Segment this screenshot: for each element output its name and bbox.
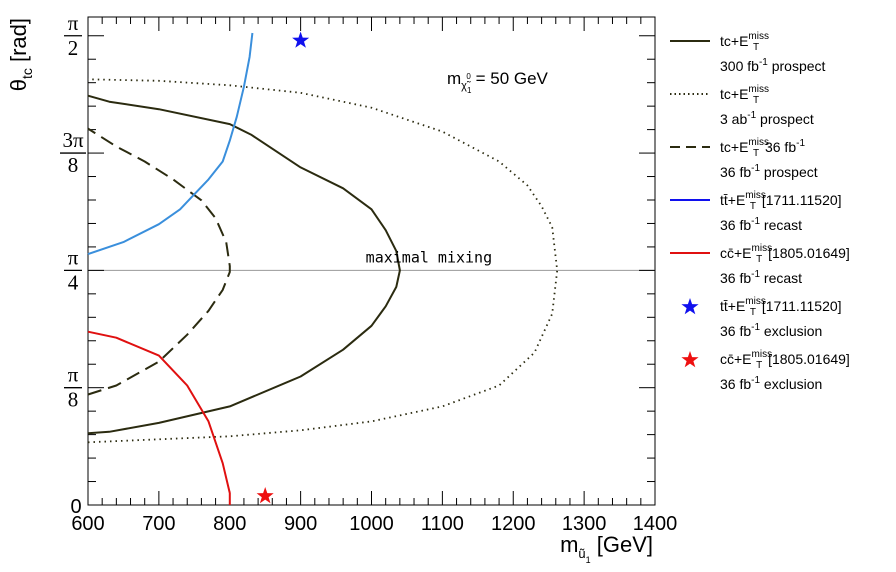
legend-line2: 36 fb-1 exclusion (720, 375, 822, 392)
legend-star-symbol (681, 298, 699, 315)
y-tick-label: π2 (64, 11, 82, 60)
series-line-4 (87, 330, 231, 505)
x-axis-title: mũ1 [GeV] (560, 532, 653, 565)
y-tick-label: 3π8 (60, 128, 86, 177)
x-tick-label: 1400 (633, 513, 678, 535)
legend-line1: cc̄+Emiss T [1805.01649] (720, 243, 850, 265)
exclusion-star-1 (256, 487, 274, 504)
exclusion-star-0 (292, 31, 310, 48)
y-tick-label: π4 (64, 245, 82, 294)
legend-line1: tt̄+Emiss T [1711.11520] (720, 190, 842, 212)
series-line-3 (87, 32, 254, 256)
legend-star-symbol (681, 351, 699, 368)
legend-entry-0: tc+Emiss T 300 fb-1 prospect (670, 31, 826, 74)
x-tick-label: 700 (142, 513, 175, 535)
plot-area: 600 700 800 900 1000 1100 1200 1300 14000π8π43π8… (6, 11, 677, 565)
y-tick-numerator: 3π (62, 128, 84, 152)
y-tick-label: π8 (64, 363, 82, 412)
legend-entry-6: cc̄+Emiss T [1805.01649] 36 fb-1 exclusion (681, 349, 850, 392)
y-tick-denominator: 2 (68, 36, 79, 60)
legend-line1: cc̄+Emiss T [1805.01649] (720, 349, 850, 371)
legend-line1: tt̄+Emiss T [1711.11520] (720, 296, 842, 318)
legend-line2: 300 fb-1 prospect (720, 57, 826, 74)
y-tick-denominator: 4 (68, 270, 79, 294)
legend-line2: 36 fb-1 prospect (720, 163, 818, 180)
y-tick-numerator: π (68, 11, 79, 35)
y-tick-denominator: 8 (68, 388, 79, 412)
series-line-2 (87, 127, 231, 396)
legend-entry-2: tc+Emiss T 36 fb-1 36 fb-1 prospect (670, 137, 818, 180)
x-tick-label: 1000 (349, 513, 394, 535)
y-tick-denominator: 8 (68, 153, 79, 177)
x-tick-label: 900 (284, 513, 317, 535)
legend-entry-1: tc+Emiss T 3 ab-1 prospect (670, 84, 814, 127)
maximal-mixing-label: maximal mixing (366, 248, 492, 266)
x-tick-label: 600 (71, 513, 104, 535)
legend-entry-4: cc̄+Emiss T [1805.01649] 36 fb-1 recast (670, 243, 850, 286)
y-tick-numerator: π (68, 245, 79, 269)
legend-line2: 36 fb-1 exclusion (720, 322, 822, 339)
legend-line2: 3 ab-1 prospect (720, 110, 814, 127)
legend-line1: tc+Emiss T (720, 31, 769, 53)
series-line-1 (87, 78, 559, 444)
legend-line2: 36 fb-1 recast (720, 269, 802, 286)
legend-line1: tc+Emiss T (720, 84, 769, 106)
x-tick-label: 1200 (491, 513, 536, 535)
y-axis-title: θtc [rad] (6, 18, 35, 91)
legend-entry-3: tt̄+Emiss T [1711.11520] 36 fb-1 recast (670, 190, 842, 233)
legend-entry-5: tt̄+Emiss T [1711.11520] 36 fb-1 exclusion (681, 296, 842, 339)
mass-annotation: mχ̃10 = 50 GeV (447, 69, 549, 95)
legend-line2: 36 fb-1 recast (720, 216, 802, 233)
legend: tc+Emiss T 300 fb-1 prospect tc+Emiss T 3 ab-… (670, 31, 850, 392)
x-tick-label: 1100 (421, 513, 464, 535)
x-tick-label: 800 (213, 513, 246, 535)
x-tick-label: 1300 (562, 513, 607, 535)
legend-line1: tc+Emiss T 36 fb-1 (720, 137, 805, 159)
series-line-0 (87, 94, 401, 435)
y-tick-numerator: π (68, 363, 79, 387)
y-tick-label: 0 (70, 496, 81, 518)
